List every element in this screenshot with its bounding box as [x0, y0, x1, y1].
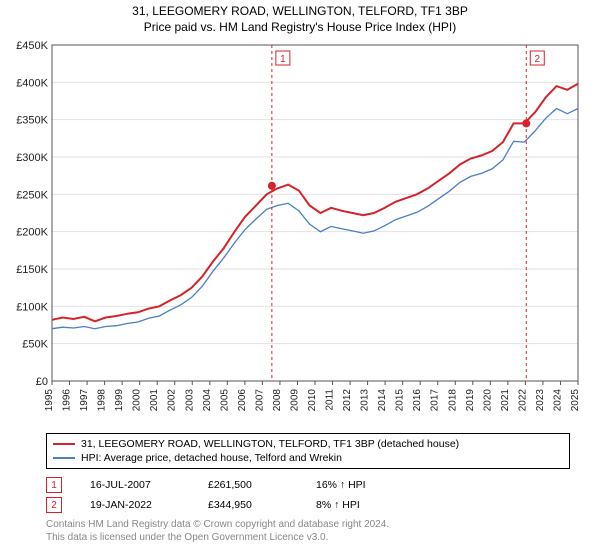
svg-text:£300K: £300K	[16, 152, 48, 164]
title-block: 31, LEEGOMERY ROAD, WELLINGTON, TELFORD,…	[0, 0, 600, 35]
svg-text:2013: 2013	[360, 389, 371, 412]
svg-text:1998: 1998	[97, 389, 108, 412]
svg-text:2023: 2023	[535, 389, 546, 412]
legend-label-hpi: HPI: Average price, detached house, Telf…	[81, 452, 342, 464]
svg-text:2008: 2008	[272, 389, 283, 412]
svg-text:2015: 2015	[395, 389, 406, 412]
svg-text:1996: 1996	[62, 389, 73, 412]
legend-box: 31, LEEGOMERY ROAD, WELLINGTON, TELFORD,…	[46, 433, 570, 469]
svg-text:2011: 2011	[325, 389, 336, 411]
footer-line-1: Contains HM Land Registry data © Crown c…	[46, 519, 570, 532]
footer: Contains HM Land Registry data © Crown c…	[46, 519, 570, 544]
event-row-2: 2 19-JAN-2022 £344,950 8% ↑ HPI	[30, 495, 570, 515]
svg-text:2022: 2022	[517, 389, 528, 412]
svg-text:1997: 1997	[79, 389, 90, 412]
svg-text:2007: 2007	[254, 389, 265, 412]
svg-text:2003: 2003	[184, 389, 195, 412]
title-line-2: Price paid vs. HM Land Registry's House …	[0, 20, 600, 36]
svg-text:2006: 2006	[237, 389, 248, 412]
svg-text:2014: 2014	[377, 389, 388, 412]
svg-text:£0: £0	[36, 376, 48, 388]
svg-text:£250K: £250K	[16, 190, 48, 202]
svg-text:1999: 1999	[114, 389, 125, 412]
legend-label-property: 31, LEEGOMERY ROAD, WELLINGTON, TELFORD,…	[81, 438, 459, 450]
event-marker-1: 1	[46, 477, 62, 493]
svg-text:2018: 2018	[447, 389, 458, 412]
event-price-1: £261,500	[208, 479, 288, 491]
legend-swatch-property	[53, 443, 75, 445]
svg-text:2021: 2021	[500, 389, 511, 412]
svg-text:2002: 2002	[167, 389, 178, 412]
svg-text:£450K: £450K	[16, 40, 48, 52]
event-marker-2: 2	[46, 497, 62, 513]
svg-text:£400K: £400K	[16, 78, 48, 90]
svg-text:2000: 2000	[132, 389, 143, 412]
svg-text:2001: 2001	[149, 389, 160, 412]
footer-line-2: This data is licensed under the Open Gov…	[46, 532, 570, 545]
svg-text:2016: 2016	[412, 389, 423, 412]
svg-text:£150K: £150K	[16, 264, 48, 276]
chart-container: 31, LEEGOMERY ROAD, WELLINGTON, TELFORD,…	[0, 0, 600, 560]
title-line-1: 31, LEEGOMERY ROAD, WELLINGTON, TELFORD,…	[0, 4, 600, 20]
event-price-2: £344,950	[208, 499, 288, 511]
svg-text:£50K: £50K	[22, 339, 48, 351]
svg-text:1: 1	[280, 54, 286, 65]
event-date-1: 16-JUL-2007	[90, 479, 180, 491]
legend-row-hpi: HPI: Average price, detached house, Telf…	[53, 451, 563, 465]
chart-area: £0 £50K £100K £150K £200K £250K £300K £350K £400…	[6, 37, 588, 427]
svg-text:£100K: £100K	[16, 302, 48, 314]
event-row-1: 1 16-JUL-2007 £261,500 16% ↑ HPI	[30, 475, 570, 495]
svg-text:£200K: £200K	[16, 227, 48, 239]
legend-row-property: 31, LEEGOMERY ROAD, WELLINGTON, TELFORD,…	[53, 437, 563, 451]
svg-text:2020: 2020	[482, 389, 493, 412]
svg-text:£350K: £350K	[16, 115, 48, 127]
legend-swatch-hpi	[53, 457, 75, 459]
svg-text:2017: 2017	[430, 389, 441, 412]
svg-text:2005: 2005	[219, 389, 230, 412]
svg-text:2004: 2004	[202, 389, 213, 412]
svg-text:2: 2	[534, 54, 540, 65]
chart-svg: £0 £50K £100K £150K £200K £250K £300K £350K £400…	[6, 37, 588, 427]
svg-text:2019: 2019	[465, 389, 476, 412]
svg-text:2010: 2010	[307, 389, 318, 412]
svg-text:2024: 2024	[552, 389, 563, 412]
event-delta-2: 8% ↑ HPI	[316, 499, 406, 511]
svg-text:1995: 1995	[44, 389, 55, 412]
event-delta-1: 16% ↑ HPI	[316, 479, 406, 491]
events-table: 1 16-JUL-2007 £261,500 16% ↑ HPI 2 19-JA…	[30, 475, 570, 515]
svg-text:2012: 2012	[342, 389, 353, 412]
svg-text:2025: 2025	[570, 389, 581, 412]
event-date-2: 19-JAN-2022	[90, 499, 180, 511]
svg-text:2009: 2009	[289, 389, 300, 412]
